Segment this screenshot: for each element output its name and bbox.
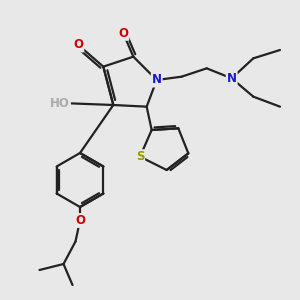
Text: O: O [73,38,83,52]
Text: S: S [136,150,144,163]
Text: N: N [152,74,162,86]
Text: N: N [227,72,237,85]
Text: O: O [75,214,85,227]
Text: O: O [118,27,128,40]
Text: HO: HO [50,97,70,110]
